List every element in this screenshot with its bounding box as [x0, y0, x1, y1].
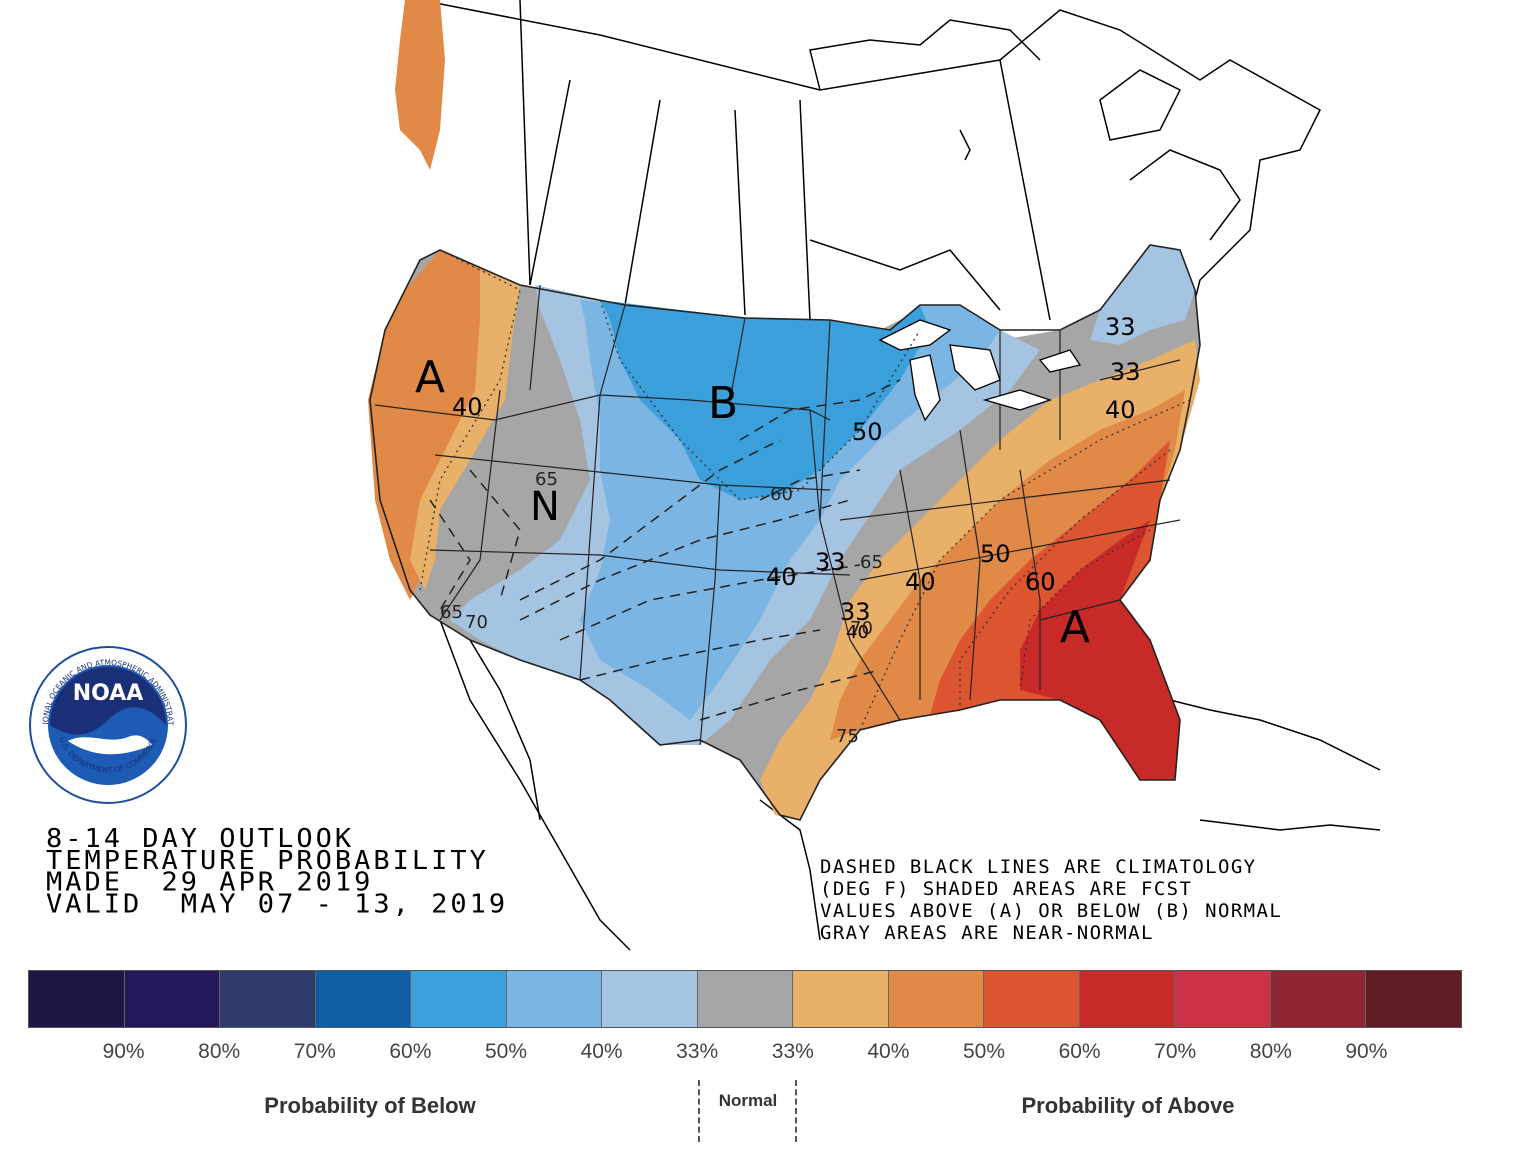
climatology-lines	[429, 379, 901, 721]
outlook-title: 8-14 DAY OUTLOOK	[46, 824, 355, 854]
climatology-label: 65	[535, 469, 558, 490]
legend-swatch	[220, 971, 316, 1027]
great-lakes	[878, 319, 1082, 422]
legend-swatch	[888, 971, 985, 1027]
legend-tick-label: 70%	[293, 1040, 336, 1063]
legend-swatch	[1175, 971, 1271, 1027]
legend-swatch	[602, 971, 698, 1027]
outlook-title-block: 8-14 DAY OUTLOOK TEMPERATURE PROBABILITY M…	[46, 824, 509, 920]
legend-swatch	[411, 971, 507, 1027]
legend-tick-label: 80%	[1249, 1040, 1292, 1063]
contour-label: 33	[815, 548, 846, 576]
contour-label: 33	[1110, 358, 1141, 386]
climatology-label: 70	[465, 612, 488, 633]
legend-swatch	[697, 971, 794, 1027]
contour-label: 60	[1025, 568, 1056, 596]
normal-divider-right	[795, 1080, 797, 1142]
outlook-valid-range: VALID MAY 07 - 13, 2019	[46, 889, 509, 920]
note-line: (DEG F) SHADED AREAS ARE FCST	[820, 878, 1193, 900]
contour-label: 50	[980, 540, 1011, 568]
contour-label: 40	[846, 622, 869, 643]
legend-tick-label: 40%	[580, 1040, 623, 1063]
legend-tick-label: 90%	[1345, 1040, 1388, 1063]
legend-tick-label: 50%	[962, 1040, 1006, 1063]
climatology-label: 65	[440, 602, 463, 623]
contour-labels: 40 50 60 33 33 40 50 60 40 33 33 40 40	[452, 313, 1141, 643]
climatology-label: 65	[860, 552, 883, 573]
contour-label: 33	[1105, 313, 1136, 341]
temperature-outlook-map: A A B N 40 50 60 33 33 40 50 60 40 33 33…	[368, 0, 1381, 951]
legend-tick-label: 60%	[1058, 1040, 1101, 1063]
contour-label: 50	[852, 418, 883, 446]
contour-label: 33	[840, 598, 871, 626]
contour-label: 40	[452, 393, 483, 421]
above-marker-west: A	[415, 352, 445, 403]
note-line: VALUES ABOVE (A) OR BELOW (B) NORMAL	[820, 900, 1283, 922]
legend-tick-label: 50%	[484, 1040, 528, 1063]
below-category-label: Probability of Below	[264, 1093, 476, 1118]
legend-swatch	[506, 971, 603, 1027]
above-category-label: Probability of Above	[1021, 1093, 1235, 1118]
legend-swatch	[1270, 971, 1367, 1027]
legend-swatch	[793, 971, 889, 1027]
below-marker: B	[708, 378, 738, 429]
legend-tick-label: 60%	[389, 1040, 432, 1063]
legend-tick-label: 90%	[102, 1040, 145, 1063]
contour-label: 60	[1025, 568, 1056, 596]
climatology-label: 70	[850, 618, 873, 639]
climatology-label: 60	[770, 484, 793, 505]
legend-swatch	[984, 971, 1080, 1027]
climatology-label: 75	[836, 726, 859, 747]
legend-tick-label: 40%	[867, 1040, 910, 1063]
outlook-subtitle: TEMPERATURE PROBABILITY	[46, 846, 489, 876]
country-outlines	[419, 0, 1381, 951]
outlook-made-date: MADE 29 APR 2019	[46, 867, 374, 898]
normal-divider-left	[698, 1080, 700, 1142]
legend-tick-label: 33%	[676, 1040, 719, 1063]
normal-category-label: Normal	[718, 1091, 778, 1110]
legend-swatch	[29, 971, 125, 1027]
climatology-labels: 65 65 70 60 65 70 75	[440, 469, 883, 747]
logo-text: NOAA	[73, 681, 144, 706]
note-line: DASHED BLACK LINES ARE CLIMATOLOGY	[820, 856, 1257, 878]
contour-label: 40	[766, 563, 797, 591]
legend-tick-label: 70%	[1154, 1040, 1197, 1063]
legend-swatch	[315, 971, 412, 1027]
normal-marker: N	[530, 484, 560, 530]
map-letters: A A B N	[415, 352, 1090, 653]
noaa-logo: NOAA NATIONAL OCEANIC AND ATMOSPHERIC AD…	[25, 638, 188, 805]
legend-swatch	[1366, 971, 1461, 1027]
probability-contours	[419, 249, 1191, 731]
map-note: DASHED BLACK LINES ARE CLIMATOLOGY (DEG F…	[820, 856, 1282, 944]
contour-label: 40	[905, 568, 936, 596]
note-line: GRAY AREAS ARE NEAR-NORMAL	[820, 922, 1154, 944]
legend-tick-label: 33%	[771, 1040, 814, 1063]
state-boundaries	[369, 244, 1201, 821]
forecast-shading	[368, 0, 1200, 820]
contour-label: 40	[1105, 396, 1136, 424]
probability-legend	[28, 970, 1462, 1028]
legend-tick-label: 80%	[198, 1040, 241, 1063]
legend-swatch	[1079, 971, 1176, 1027]
above-marker-southeast: A	[1060, 602, 1090, 653]
legend-swatch	[124, 971, 221, 1027]
